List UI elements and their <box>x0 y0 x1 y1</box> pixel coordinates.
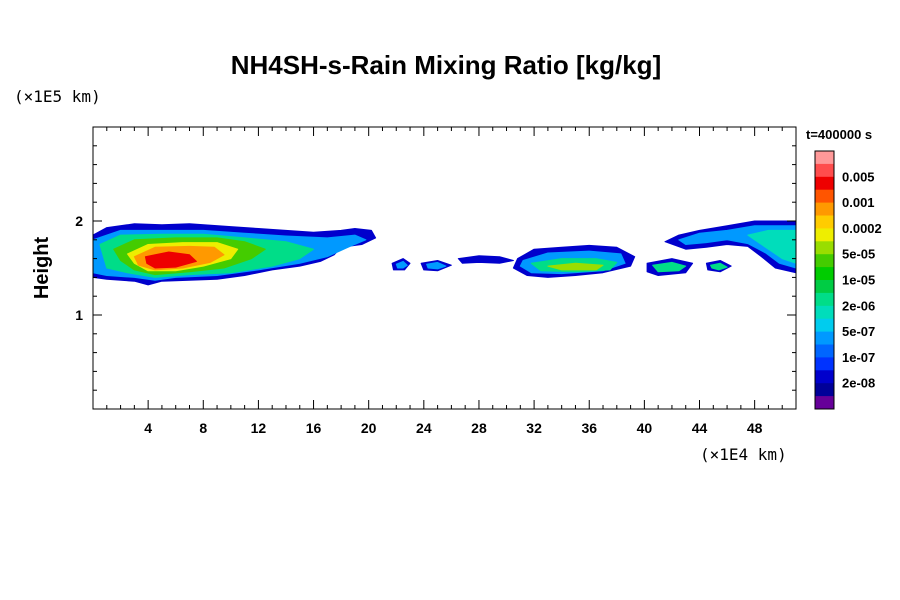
y-axis-minor-ticks <box>93 145 796 391</box>
time-label: t=400000 s <box>806 127 872 142</box>
cloud-band-east-level-22 <box>747 229 796 264</box>
x-axis-minor-ticks <box>106 127 783 409</box>
cloud-band-west-level-6 <box>144 251 197 269</box>
y-axis-ticks: 12 <box>75 213 796 323</box>
x-tick-label: 8 <box>199 420 207 436</box>
x-tick-label: 48 <box>747 420 763 436</box>
plot-frame <box>92 126 797 410</box>
colorbar-label: 0.0002 <box>842 221 882 236</box>
colorbar-swatch <box>815 344 834 358</box>
x-axis-ticks: 4 8 12 16 20 24 28 32 36 40 44 48 <box>144 127 763 436</box>
x-tick-label: 12 <box>251 420 267 436</box>
cloud-band-central-level-15 <box>547 262 604 271</box>
colorbar-swatch <box>815 383 834 397</box>
colorbar-swatch <box>815 202 834 216</box>
y-unit-label: (×1E5 km) <box>14 87 101 106</box>
colorbar-frame <box>814 150 835 410</box>
colorbar-label: 2e-08 <box>842 376 875 391</box>
x-unit-label: (×1E4 km) <box>700 445 787 464</box>
y-tick-label: 1 <box>75 307 83 323</box>
x-tick-label: 40 <box>637 420 653 436</box>
colorbar-label: 5e-07 <box>842 324 875 339</box>
cloud-blob-24-level-10 <box>426 261 447 270</box>
colorbar-label: 2e-06 <box>842 298 875 313</box>
colorbar: 0.005 0.001 0.0002 5e-05 1e-05 2e-06 5e-07 1e-0… <box>814 150 882 410</box>
colorbar-label: 0.005 <box>842 169 875 184</box>
colorbar-swatch <box>815 318 834 332</box>
colorbar-swatch <box>815 228 834 242</box>
colorbar-swatch <box>815 176 834 191</box>
colorbar-swatch <box>815 189 834 203</box>
colorbar-label: 1e-07 <box>842 350 875 365</box>
colorbar-swatch <box>815 151 834 165</box>
colorbar-label: 0.001 <box>842 195 875 210</box>
colorbar-swatch <box>815 215 834 229</box>
chart-title: NH4SH-s-Rain Mixing Ratio [kg/kg] <box>231 50 661 80</box>
plot-area: 12 4 8 12 16 20 24 28 32 36 40 44 48 <box>75 126 797 436</box>
contour-fill-layer <box>93 220 796 286</box>
cloud-blob-45-level-19 <box>710 262 728 271</box>
y-axis-label: Height <box>31 237 53 300</box>
colorbar-swatch <box>815 370 834 384</box>
x-tick-label: 36 <box>581 420 597 436</box>
colorbar-label: 1e-05 <box>842 273 875 288</box>
colorbar-swatch <box>815 280 834 294</box>
colorbar-swatch <box>815 331 834 345</box>
x-tick-label: 44 <box>692 420 708 436</box>
colorbar-swatch <box>815 254 834 268</box>
x-tick-label: 24 <box>416 420 432 436</box>
colorbar-swatch <box>815 357 834 371</box>
colorbar-swatch <box>815 163 834 178</box>
x-tick-label: 4 <box>144 420 152 436</box>
colorbar-swatch <box>815 396 834 410</box>
cloud-blob-41-level-17 <box>652 261 687 273</box>
cloud-wisp-28-level-11 <box>457 255 514 264</box>
x-tick-label: 32 <box>526 420 542 436</box>
y-tick-label: 2 <box>75 213 83 229</box>
x-tick-label: 16 <box>306 420 322 436</box>
cloud-blob-22-level-8 <box>395 260 408 269</box>
x-tick-label: 28 <box>471 420 487 436</box>
colorbar-swatch <box>815 305 834 320</box>
x-tick-label: 20 <box>361 420 377 436</box>
colorbar-swatch <box>815 267 834 281</box>
colorbar-swatch <box>815 292 834 307</box>
colorbar-swatch <box>815 241 834 255</box>
colorbar-label: 5e-05 <box>842 247 875 262</box>
